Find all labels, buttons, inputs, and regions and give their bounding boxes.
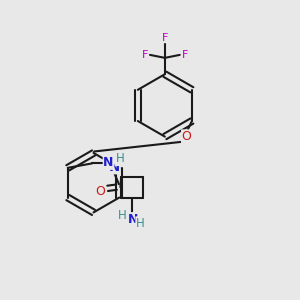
Text: H: H	[118, 209, 127, 222]
Text: O: O	[95, 185, 105, 198]
Text: H: H	[136, 217, 145, 230]
Text: F: F	[182, 50, 188, 60]
Text: N: N	[128, 213, 138, 226]
Text: N: N	[108, 161, 119, 174]
Text: F: F	[162, 33, 168, 43]
Text: N: N	[103, 156, 114, 169]
Text: O: O	[182, 130, 191, 143]
Text: F: F	[142, 50, 148, 60]
Text: H: H	[116, 152, 124, 165]
